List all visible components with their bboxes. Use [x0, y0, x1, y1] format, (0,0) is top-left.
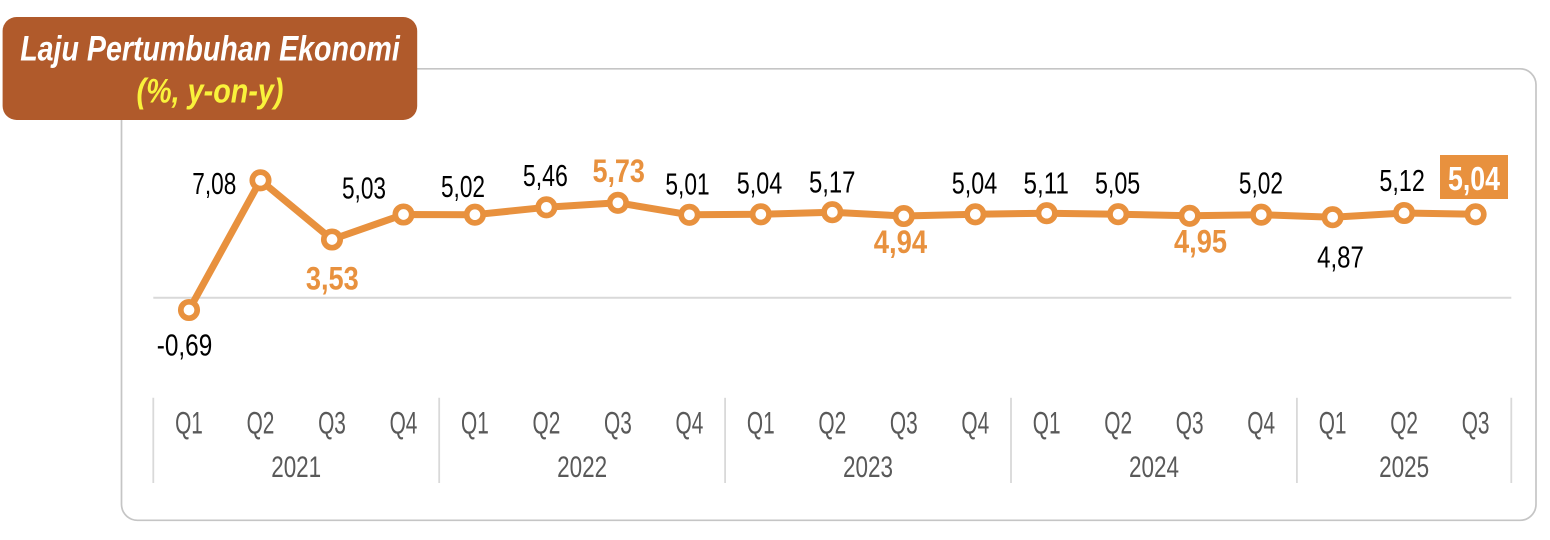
svg-text:Q4: Q4: [390, 404, 418, 440]
svg-text:5,02: 5,02: [441, 169, 485, 204]
svg-text:Q3: Q3: [890, 404, 918, 440]
svg-text:Q2: Q2: [247, 404, 275, 440]
svg-text:5,17: 5,17: [809, 164, 856, 199]
svg-text:Q3: Q3: [1462, 404, 1490, 440]
svg-text:Q1: Q1: [461, 404, 489, 440]
svg-text:Laju Pertumbuhan Ekonomi: Laju Pertumbuhan Ekonomi: [20, 29, 401, 69]
svg-text:3,53: 3,53: [306, 261, 359, 297]
svg-text:5,04: 5,04: [952, 166, 998, 201]
svg-text:5,04: 5,04: [1448, 161, 1500, 198]
svg-text:2021: 2021: [271, 451, 321, 484]
svg-text:5,01: 5,01: [665, 166, 709, 201]
svg-text:-0,69: -0,69: [157, 328, 213, 363]
svg-text:Q2: Q2: [1104, 404, 1132, 440]
svg-text:Q2: Q2: [818, 404, 846, 440]
svg-text:5,73: 5,73: [592, 153, 645, 189]
svg-text:4,87: 4,87: [1317, 240, 1364, 275]
svg-text:Q3: Q3: [1176, 404, 1204, 440]
svg-text:5,02: 5,02: [1239, 166, 1283, 201]
svg-text:4,94: 4,94: [874, 224, 927, 260]
svg-text:2024: 2024: [1129, 451, 1179, 484]
svg-text:5,11: 5,11: [1024, 166, 1069, 201]
svg-text:5,04: 5,04: [737, 166, 783, 201]
svg-text:Q4: Q4: [1247, 404, 1275, 440]
svg-text:5,05: 5,05: [1095, 166, 1140, 201]
svg-text:Q3: Q3: [604, 404, 632, 440]
svg-text:Q4: Q4: [676, 404, 704, 440]
svg-text:Q4: Q4: [961, 404, 989, 440]
svg-text:Q3: Q3: [318, 404, 346, 440]
svg-text:(%, y-on-y): (%, y-on-y): [137, 72, 284, 110]
svg-text:5,46: 5,46: [523, 158, 568, 193]
svg-text:4,95: 4,95: [1174, 224, 1227, 260]
svg-text:2022: 2022: [557, 451, 607, 484]
svg-text:Q2: Q2: [1390, 404, 1418, 440]
svg-text:Q1: Q1: [747, 404, 775, 440]
svg-text:5,03: 5,03: [342, 170, 386, 205]
svg-text:5,12: 5,12: [1379, 163, 1424, 198]
svg-text:Q1: Q1: [1033, 404, 1061, 440]
svg-text:Q1: Q1: [175, 404, 203, 440]
svg-text:2025: 2025: [1379, 451, 1429, 484]
svg-text:2023: 2023: [843, 451, 893, 484]
svg-text:Q2: Q2: [533, 404, 561, 440]
svg-text:7,08: 7,08: [192, 166, 236, 201]
svg-text:Q1: Q1: [1319, 404, 1347, 440]
